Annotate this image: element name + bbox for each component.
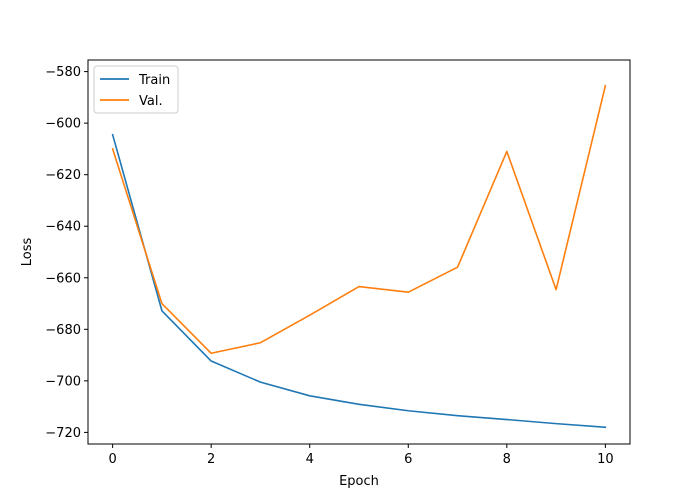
legend: Train Val. [93,65,179,114]
y-tick-label: −660 [45,271,81,286]
y-tick-label: −580 [45,65,81,80]
legend-box [93,65,179,114]
y-axis-label: Loss [20,238,35,267]
x-tick-label: 8 [503,452,511,467]
x-tick-label: 10 [597,452,614,467]
legend-label-train: Train [138,73,170,88]
x-tick-label: 0 [108,452,116,467]
y-tick-label: −720 [45,426,81,441]
series-layer [111,84,607,429]
series-line-train [111,133,607,429]
y-tick-label: −700 [45,374,81,389]
y-tick-label: −620 [45,168,81,183]
y-tick-label: −680 [45,323,81,338]
legend-label-val: Val. [139,94,163,109]
x-axis-label: Epoch [339,474,379,489]
x-tick-label: 2 [207,452,215,467]
ticks-layer: 0 2 4 6 8 10 −720 −700 −680 −660 −640 −620 −600 −580 [45,65,613,467]
y-tick-label: −600 [45,117,81,132]
x-tick-label: 6 [404,452,412,467]
series-line-val [111,84,607,355]
x-tick-label: 4 [306,452,314,467]
y-tick-label: −640 [45,220,81,235]
axes-frame [87,59,631,445]
